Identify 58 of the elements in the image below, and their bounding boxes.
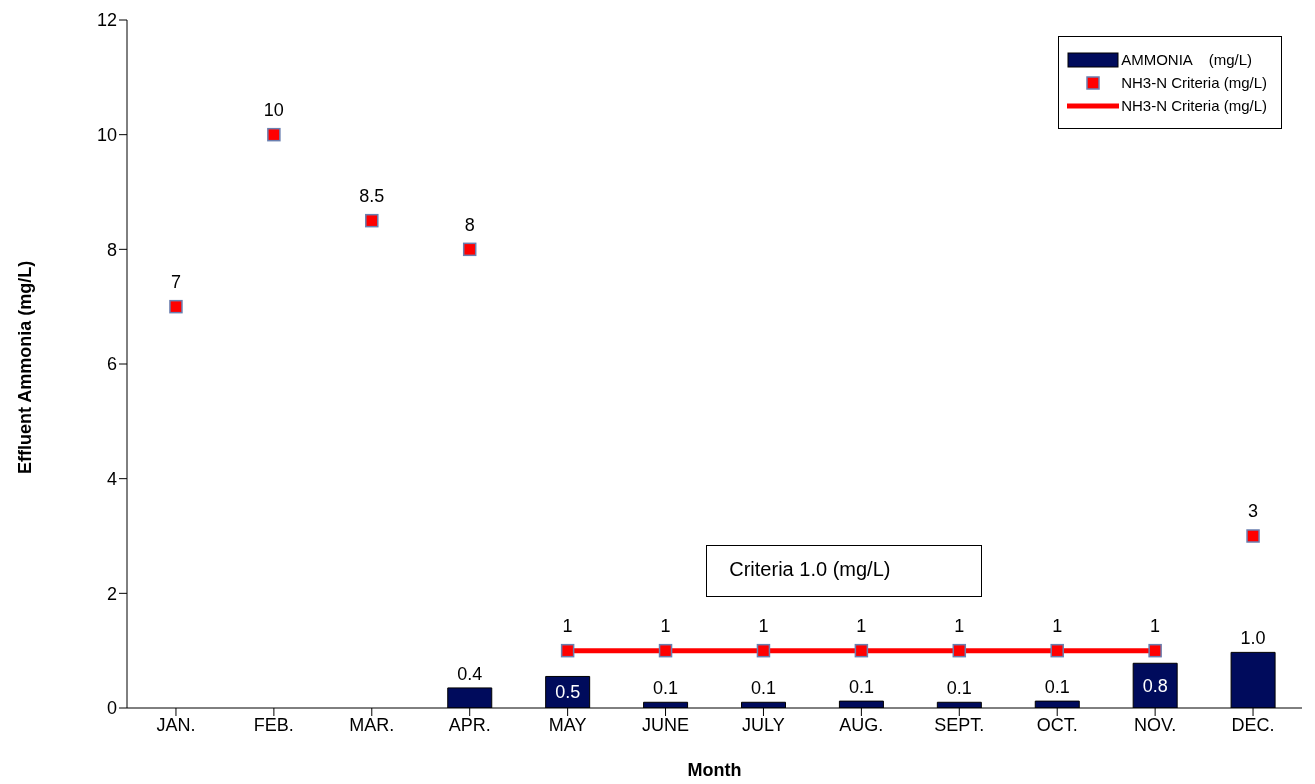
x-tick-label: AUG.: [839, 714, 884, 735]
legend-label: AMMONIA (mg/L): [1121, 51, 1252, 68]
x-tick-label: MAY: [548, 714, 587, 735]
data-label: 8.5: [359, 186, 385, 207]
y-tick-label: 8: [106, 239, 117, 260]
legend-label: NH3-N Criteria (mg/L): [1121, 97, 1267, 114]
text-box: Criteria 1.0 (mg/L): [706, 545, 983, 597]
x-tick-label: FEB.: [253, 714, 294, 735]
data-label: 0.1: [750, 678, 777, 699]
data-label: 0.8: [1142, 675, 1168, 696]
x-tick-label: DEC.: [1231, 714, 1275, 735]
y-tick-label: 0: [106, 698, 117, 719]
data-label: 8: [464, 214, 475, 235]
y-tick-label: 2: [106, 583, 117, 604]
x-tick-label: SEPT.: [934, 714, 985, 735]
y-tick-label: 6: [106, 354, 117, 375]
x-axis-title: Month: [687, 760, 742, 780]
data-label: 7: [170, 272, 181, 293]
data-label: 0.1: [848, 677, 874, 698]
data-label: 1: [954, 616, 965, 637]
data-label: 1: [1052, 616, 1063, 637]
point: [952, 643, 967, 658]
point: [267, 127, 281, 142]
y-tick-label: 12: [96, 10, 117, 31]
data-label: 0.5: [555, 682, 581, 703]
x-tick-label: NOV.: [1133, 714, 1177, 735]
data-label: 0.1: [946, 678, 972, 699]
data-label: 0.1: [1044, 677, 1070, 698]
data-label: 1: [1150, 616, 1161, 637]
data-label: 10: [263, 100, 284, 121]
point: [560, 643, 575, 658]
data-label: 0.1: [653, 678, 679, 699]
point: [365, 213, 379, 228]
point: [1148, 643, 1162, 658]
point: [462, 242, 477, 257]
y-axis-title: Effluent Ammonia (mg/L): [15, 260, 36, 474]
point: [854, 643, 869, 658]
y-tick-label: 10: [96, 125, 117, 146]
point: [1246, 529, 1260, 543]
x-tick-label: JUNE: [642, 714, 690, 735]
x-tick-label: JULY: [742, 714, 785, 735]
x-tick-label: OCT.: [1036, 714, 1078, 735]
x-tick-label: APR.: [448, 714, 491, 735]
point: [658, 643, 673, 658]
data-label: 1: [856, 616, 867, 637]
data-label: 1: [562, 616, 573, 637]
data-label: 3: [1248, 501, 1259, 522]
x-tick-label: MAR.: [349, 714, 395, 735]
data-label: 1: [660, 616, 671, 637]
y-tick-label: 4: [106, 469, 117, 490]
x-tick-label: JAN.: [156, 714, 196, 735]
point: [169, 299, 183, 314]
legend-label: NH3-N Criteria (mg/L): [1121, 74, 1267, 91]
point: [756, 643, 771, 658]
point: [1050, 643, 1064, 658]
data-label: 1: [758, 616, 769, 637]
data-label: 1.0: [1240, 628, 1266, 649]
data-label: 0.4: [457, 663, 483, 684]
